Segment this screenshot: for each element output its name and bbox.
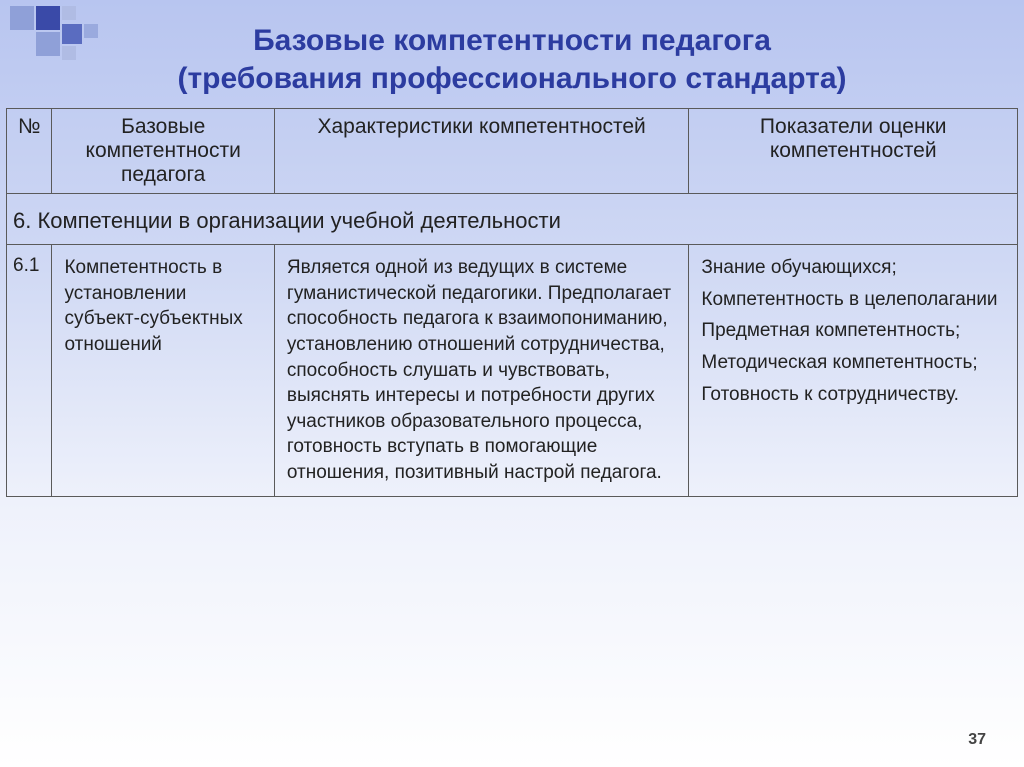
slide: Базовые компетентности педагога (требова…: [0, 0, 1024, 767]
section-row: 6. Компетенции в организации учебной дея…: [7, 194, 1018, 245]
deco-square: [62, 6, 76, 20]
col-header-char: Характеристики компетентностей: [274, 109, 689, 194]
competency-table: № Базовые компетентности педагога Характ…: [6, 108, 1018, 497]
deco-square: [62, 46, 76, 60]
section-title: 6. Компетенции в организации учебной дея…: [7, 194, 1018, 245]
col-header-ind: Показатели оценки компетентностей: [689, 109, 1018, 194]
page-number: 37: [968, 731, 986, 749]
deco-square: [36, 6, 60, 30]
indicator-item: Методическая компетентность;: [701, 350, 1005, 376]
table-header-row: № Базовые компетентности педагога Характ…: [7, 109, 1018, 194]
indicator-item: Предметная компетентность;: [701, 318, 1005, 344]
competency-table-wrap: № Базовые компетентности педагога Характ…: [6, 108, 1018, 497]
title-line-1: Базовые компетентности педагога: [253, 24, 771, 57]
deco-square: [62, 24, 82, 44]
indicator-item: Готовность к сотрудничеству.: [701, 382, 1005, 408]
cell-comp: Компетентность в установлении субъект-су…: [52, 245, 274, 497]
deco-square: [10, 6, 34, 30]
title-line-2: (требования профессионального стандарта): [177, 62, 846, 95]
deco-square: [84, 24, 98, 38]
table-row: 6.1 Компетентность в установлении субъек…: [7, 245, 1018, 497]
indicator-item: Компетентность в целеполагании: [701, 287, 1005, 313]
indicator-item: Знание обучающихся;: [701, 255, 1005, 281]
col-header-comp: Базовые компетентности педагога: [52, 109, 274, 194]
col-header-num: №: [7, 109, 52, 194]
cell-char: Является одной из ведущих в системе гума…: [274, 245, 689, 497]
cell-num: 6.1: [7, 245, 52, 497]
slide-title: Базовые компетентности педагога (требова…: [0, 0, 1024, 97]
deco-square: [36, 32, 60, 56]
cell-indicators: Знание обучающихся; Компетентность в целе…: [689, 245, 1018, 497]
